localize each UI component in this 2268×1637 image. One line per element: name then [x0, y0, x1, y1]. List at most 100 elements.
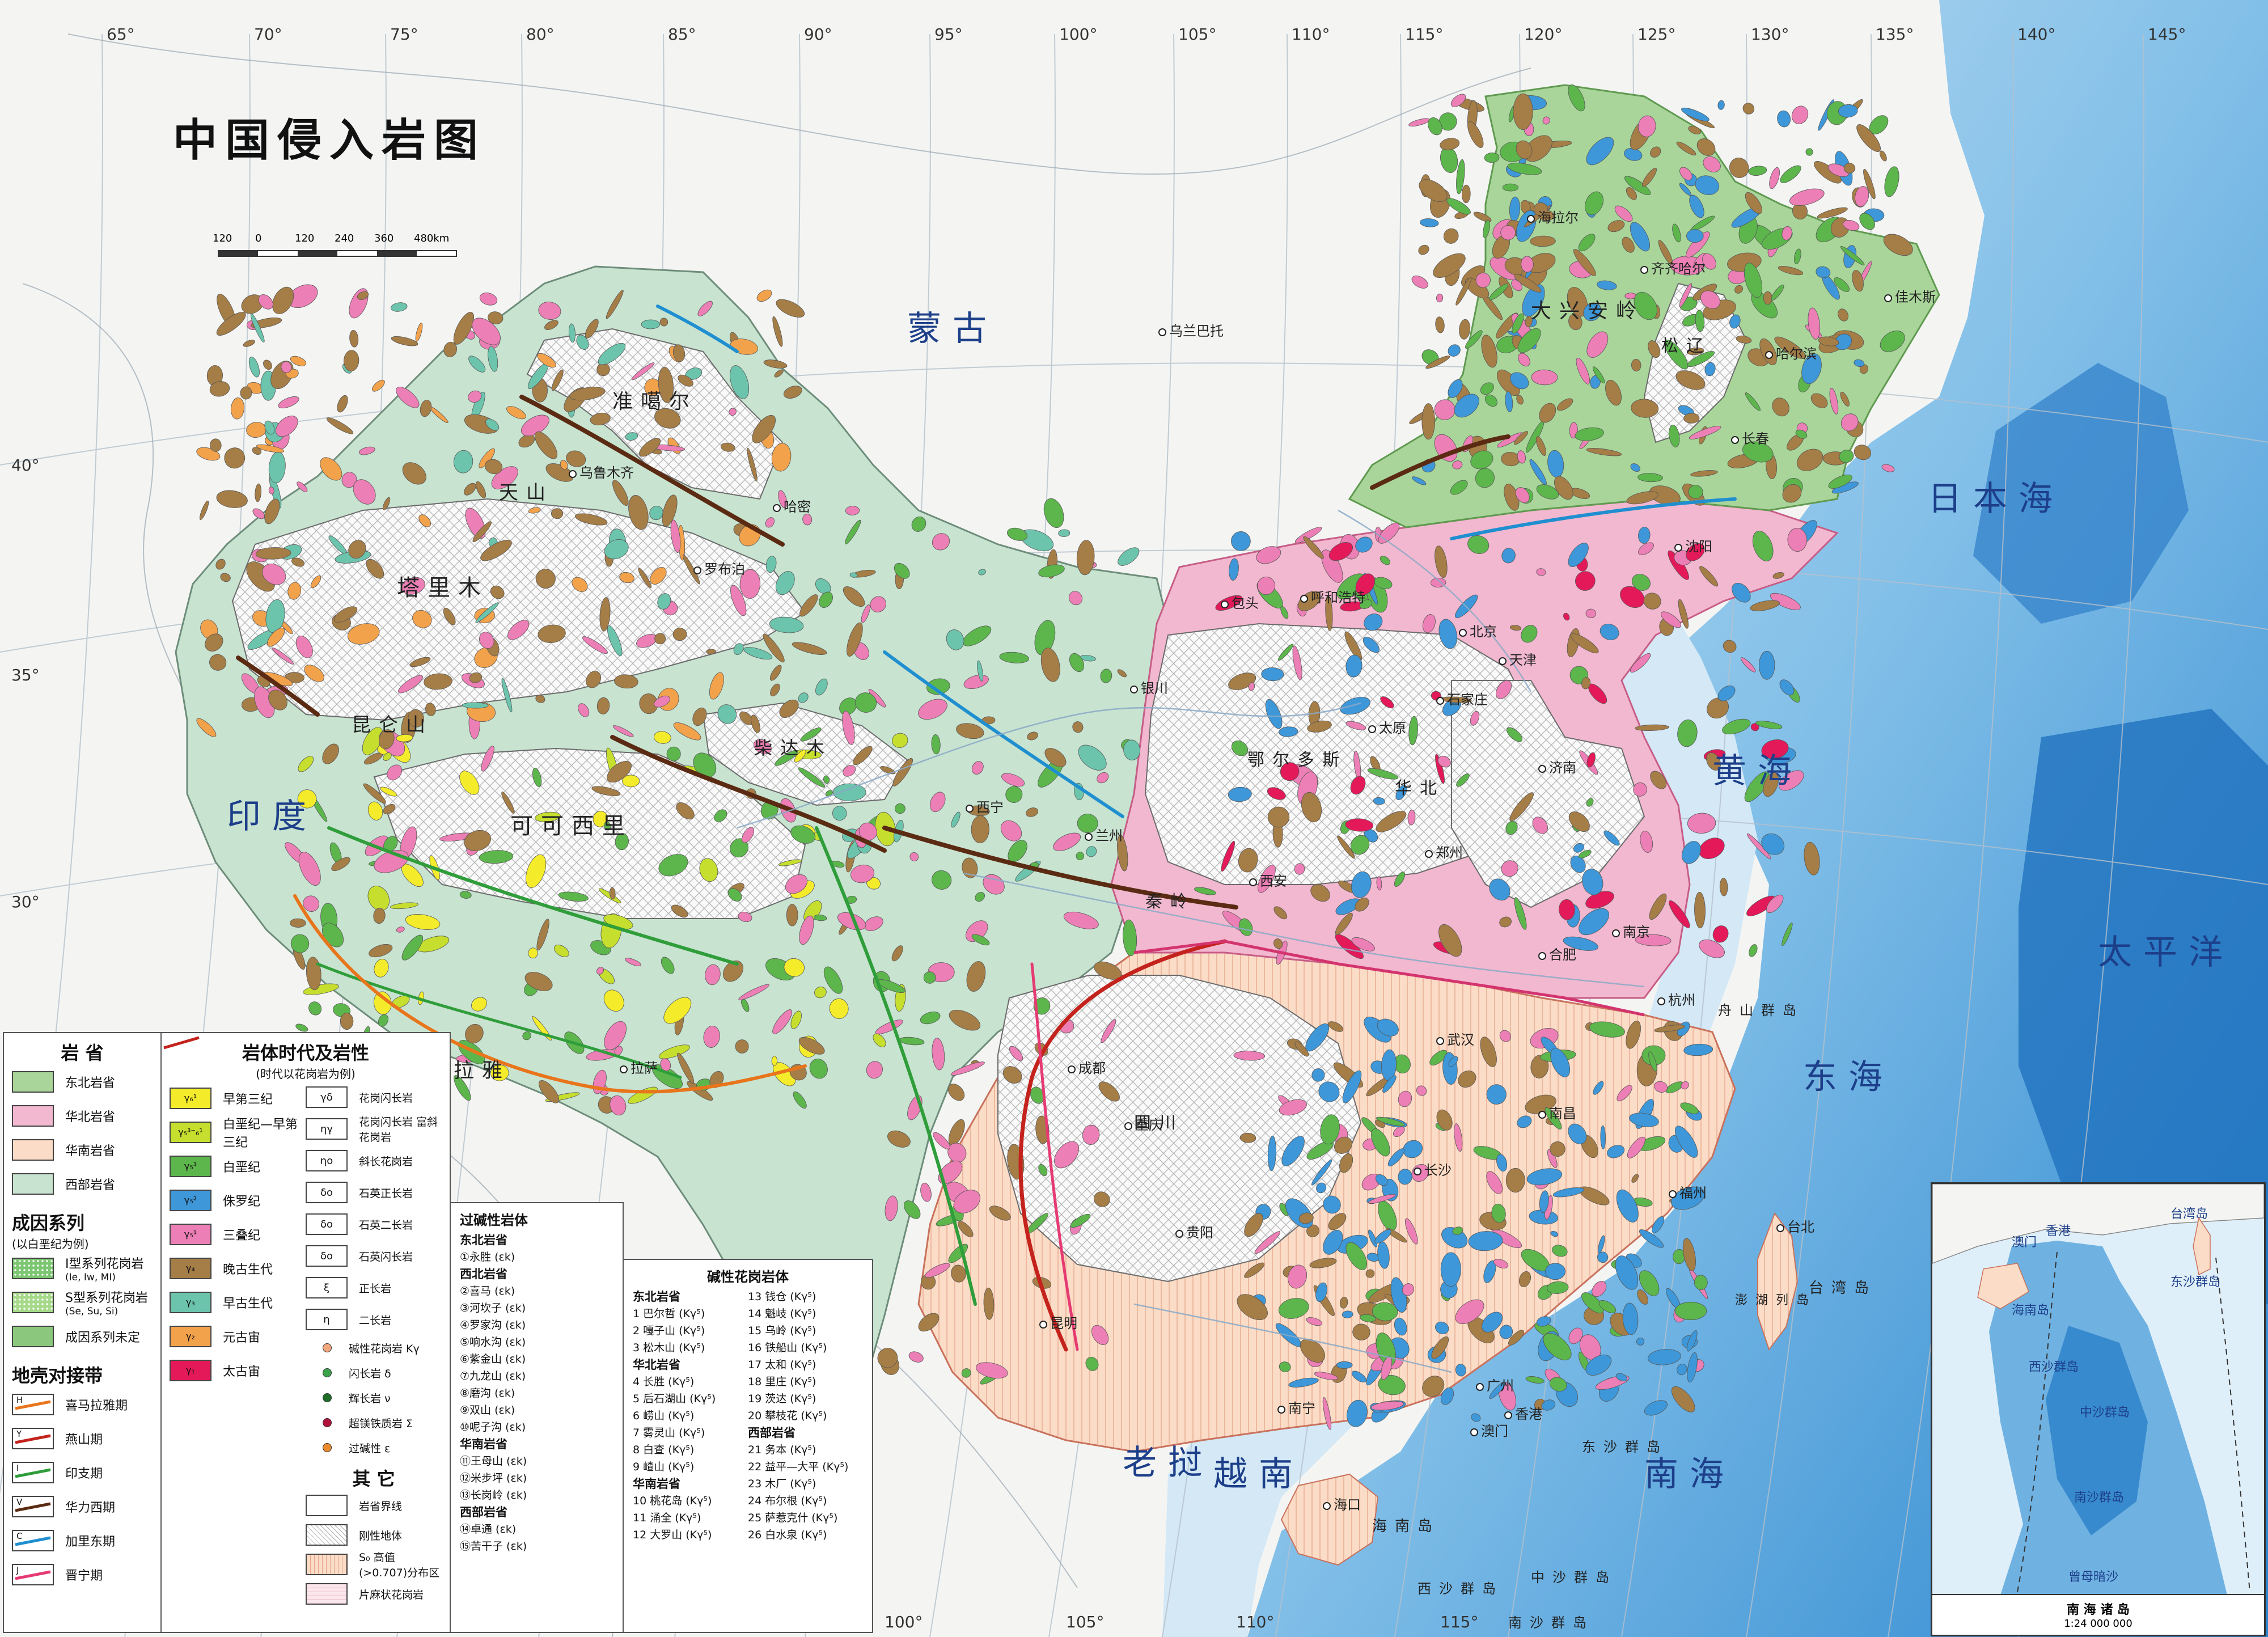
intrusion-body [1076, 540, 1095, 576]
place-label: 包头 [1232, 595, 1259, 611]
longitude-label: 145° [2148, 25, 2186, 44]
suture-himalayan [293, 894, 807, 1094]
intrusion-body [1505, 391, 1513, 412]
intrusion-body [1547, 1149, 1558, 1168]
intrusion-body [1347, 1399, 1368, 1427]
intrusion-body [1586, 752, 1596, 768]
intrusion-body [1835, 333, 1852, 350]
intrusion-body [401, 577, 425, 595]
intrusion-body [485, 418, 500, 431]
intrusion-body [1473, 212, 1492, 222]
list-item: ⑦九龙山 (εk) [460, 1370, 526, 1382]
intrusion-body [1545, 1107, 1562, 1130]
intrusion-body [1746, 833, 1771, 860]
intrusion-body [471, 997, 487, 1012]
intrusion-body [625, 432, 638, 441]
intrusion-body [551, 508, 564, 519]
intrusion-body [224, 447, 246, 469]
intrusion-body [1607, 1145, 1625, 1158]
list-item: ④罗家沟 (εk) [460, 1319, 526, 1331]
intrusion-body [1508, 1330, 1525, 1346]
intrusion-body [1328, 542, 1353, 561]
region-label: 柴达木 [754, 737, 832, 759]
intrusion-body [1342, 1310, 1353, 1318]
intrusion-body [1787, 528, 1808, 552]
intrusion-body [596, 967, 604, 975]
suture-symbol: C [12, 1530, 54, 1551]
intrusion-body [1639, 1270, 1660, 1296]
intrusion-body [1068, 591, 1083, 606]
intrusion-body [1231, 531, 1251, 551]
intrusion-body [1100, 669, 1112, 683]
intrusion-body [717, 704, 737, 724]
intrusion-body [1288, 1264, 1308, 1289]
legend-age-heading: 岩体时代及岩性 [242, 1042, 369, 1064]
city-marker [1249, 878, 1257, 886]
sea-label: 老挝 [1123, 1443, 1213, 1483]
intrusion-body [409, 657, 431, 667]
list-group-heading: 东北岩省 [633, 1290, 680, 1304]
intrusion-body [1450, 480, 1468, 495]
intrusion-body [1648, 1349, 1681, 1365]
city-marker [1425, 850, 1433, 858]
intrusion-body [1467, 535, 1490, 554]
lithology-symbol: η [306, 1309, 348, 1330]
list-item: 3 松木山 (Kγ⁵) [633, 1342, 705, 1354]
legend-swatch [12, 1071, 54, 1093]
lithology-symbol: δο [306, 1245, 348, 1267]
intrusion-body [621, 775, 640, 788]
intrusion-body [1322, 1397, 1331, 1430]
region-label: 松辽 [1661, 336, 1711, 356]
place-label: 北京 [1470, 624, 1497, 640]
intrusion-body [1000, 820, 1022, 841]
intrusion-body [1360, 1314, 1376, 1322]
intrusion-body [1279, 1298, 1309, 1319]
intrusion-body [210, 438, 222, 452]
list-item: 22 益平—大平 (Kγ⁵) [748, 1461, 849, 1473]
intrusion-body [776, 299, 805, 318]
intrusion-body [843, 586, 865, 607]
age-code: γ₆¹ [184, 1093, 197, 1103]
legend-crust-item: H 喜马拉雅期 [12, 1388, 153, 1422]
place-label: 广州 [1487, 1378, 1514, 1394]
intrusion-body [929, 792, 946, 813]
intrusion-body [1690, 470, 1718, 477]
city-marker [1323, 1502, 1331, 1510]
intrusion-body [703, 1025, 720, 1048]
intrusion-body [1570, 855, 1586, 873]
intrusion-body [1294, 527, 1322, 543]
intrusion-body [380, 786, 397, 797]
legend-label-text: 早第三纪 [223, 1093, 273, 1107]
list-item: ⑫米步坪 (εk) [460, 1472, 527, 1484]
legend-label-text: 华力西期 [65, 1501, 116, 1515]
intrusion-body [1534, 202, 1548, 216]
intrusion-body [415, 323, 423, 342]
intrusion-body [1339, 1153, 1353, 1173]
intrusion-body [1334, 1136, 1352, 1154]
legend-point-dot [323, 1443, 332, 1452]
intrusion-body [1856, 124, 1881, 152]
city-marker [773, 504, 781, 512]
intrusion-body [311, 575, 321, 589]
intrusion-body [1335, 912, 1353, 936]
suture-indosinian-2 [815, 826, 977, 1306]
legend-crust-item: I 印支期 [12, 1456, 153, 1490]
intrusion-body [1438, 112, 1457, 131]
intrusion-body [1404, 1218, 1418, 1245]
intrusion-body [1292, 645, 1302, 680]
intrusion-body [268, 690, 287, 710]
intrusion-body [971, 761, 984, 775]
intrusion-body [1461, 184, 1471, 204]
legend-genetic-list: I型系列花岗岩 (Ie, Iw, MI) S型系列花岗岩 (Se, Su, Si) 成因… [12, 1251, 153, 1353]
legend-lithology-item: ηο 斜长花岗岩 [306, 1145, 442, 1177]
intrusion-body [815, 678, 828, 696]
intrusion-body [1422, 614, 1436, 633]
intrusion-body [1054, 1141, 1080, 1169]
intrusion-body [1742, 103, 1754, 115]
intrusion-body [799, 915, 814, 945]
intrusion-body [1761, 739, 1789, 759]
place-label: 长沙 [1424, 1162, 1452, 1178]
intrusion-body [1433, 253, 1466, 278]
intrusion-body [877, 1348, 898, 1368]
intrusion-body [631, 362, 655, 380]
